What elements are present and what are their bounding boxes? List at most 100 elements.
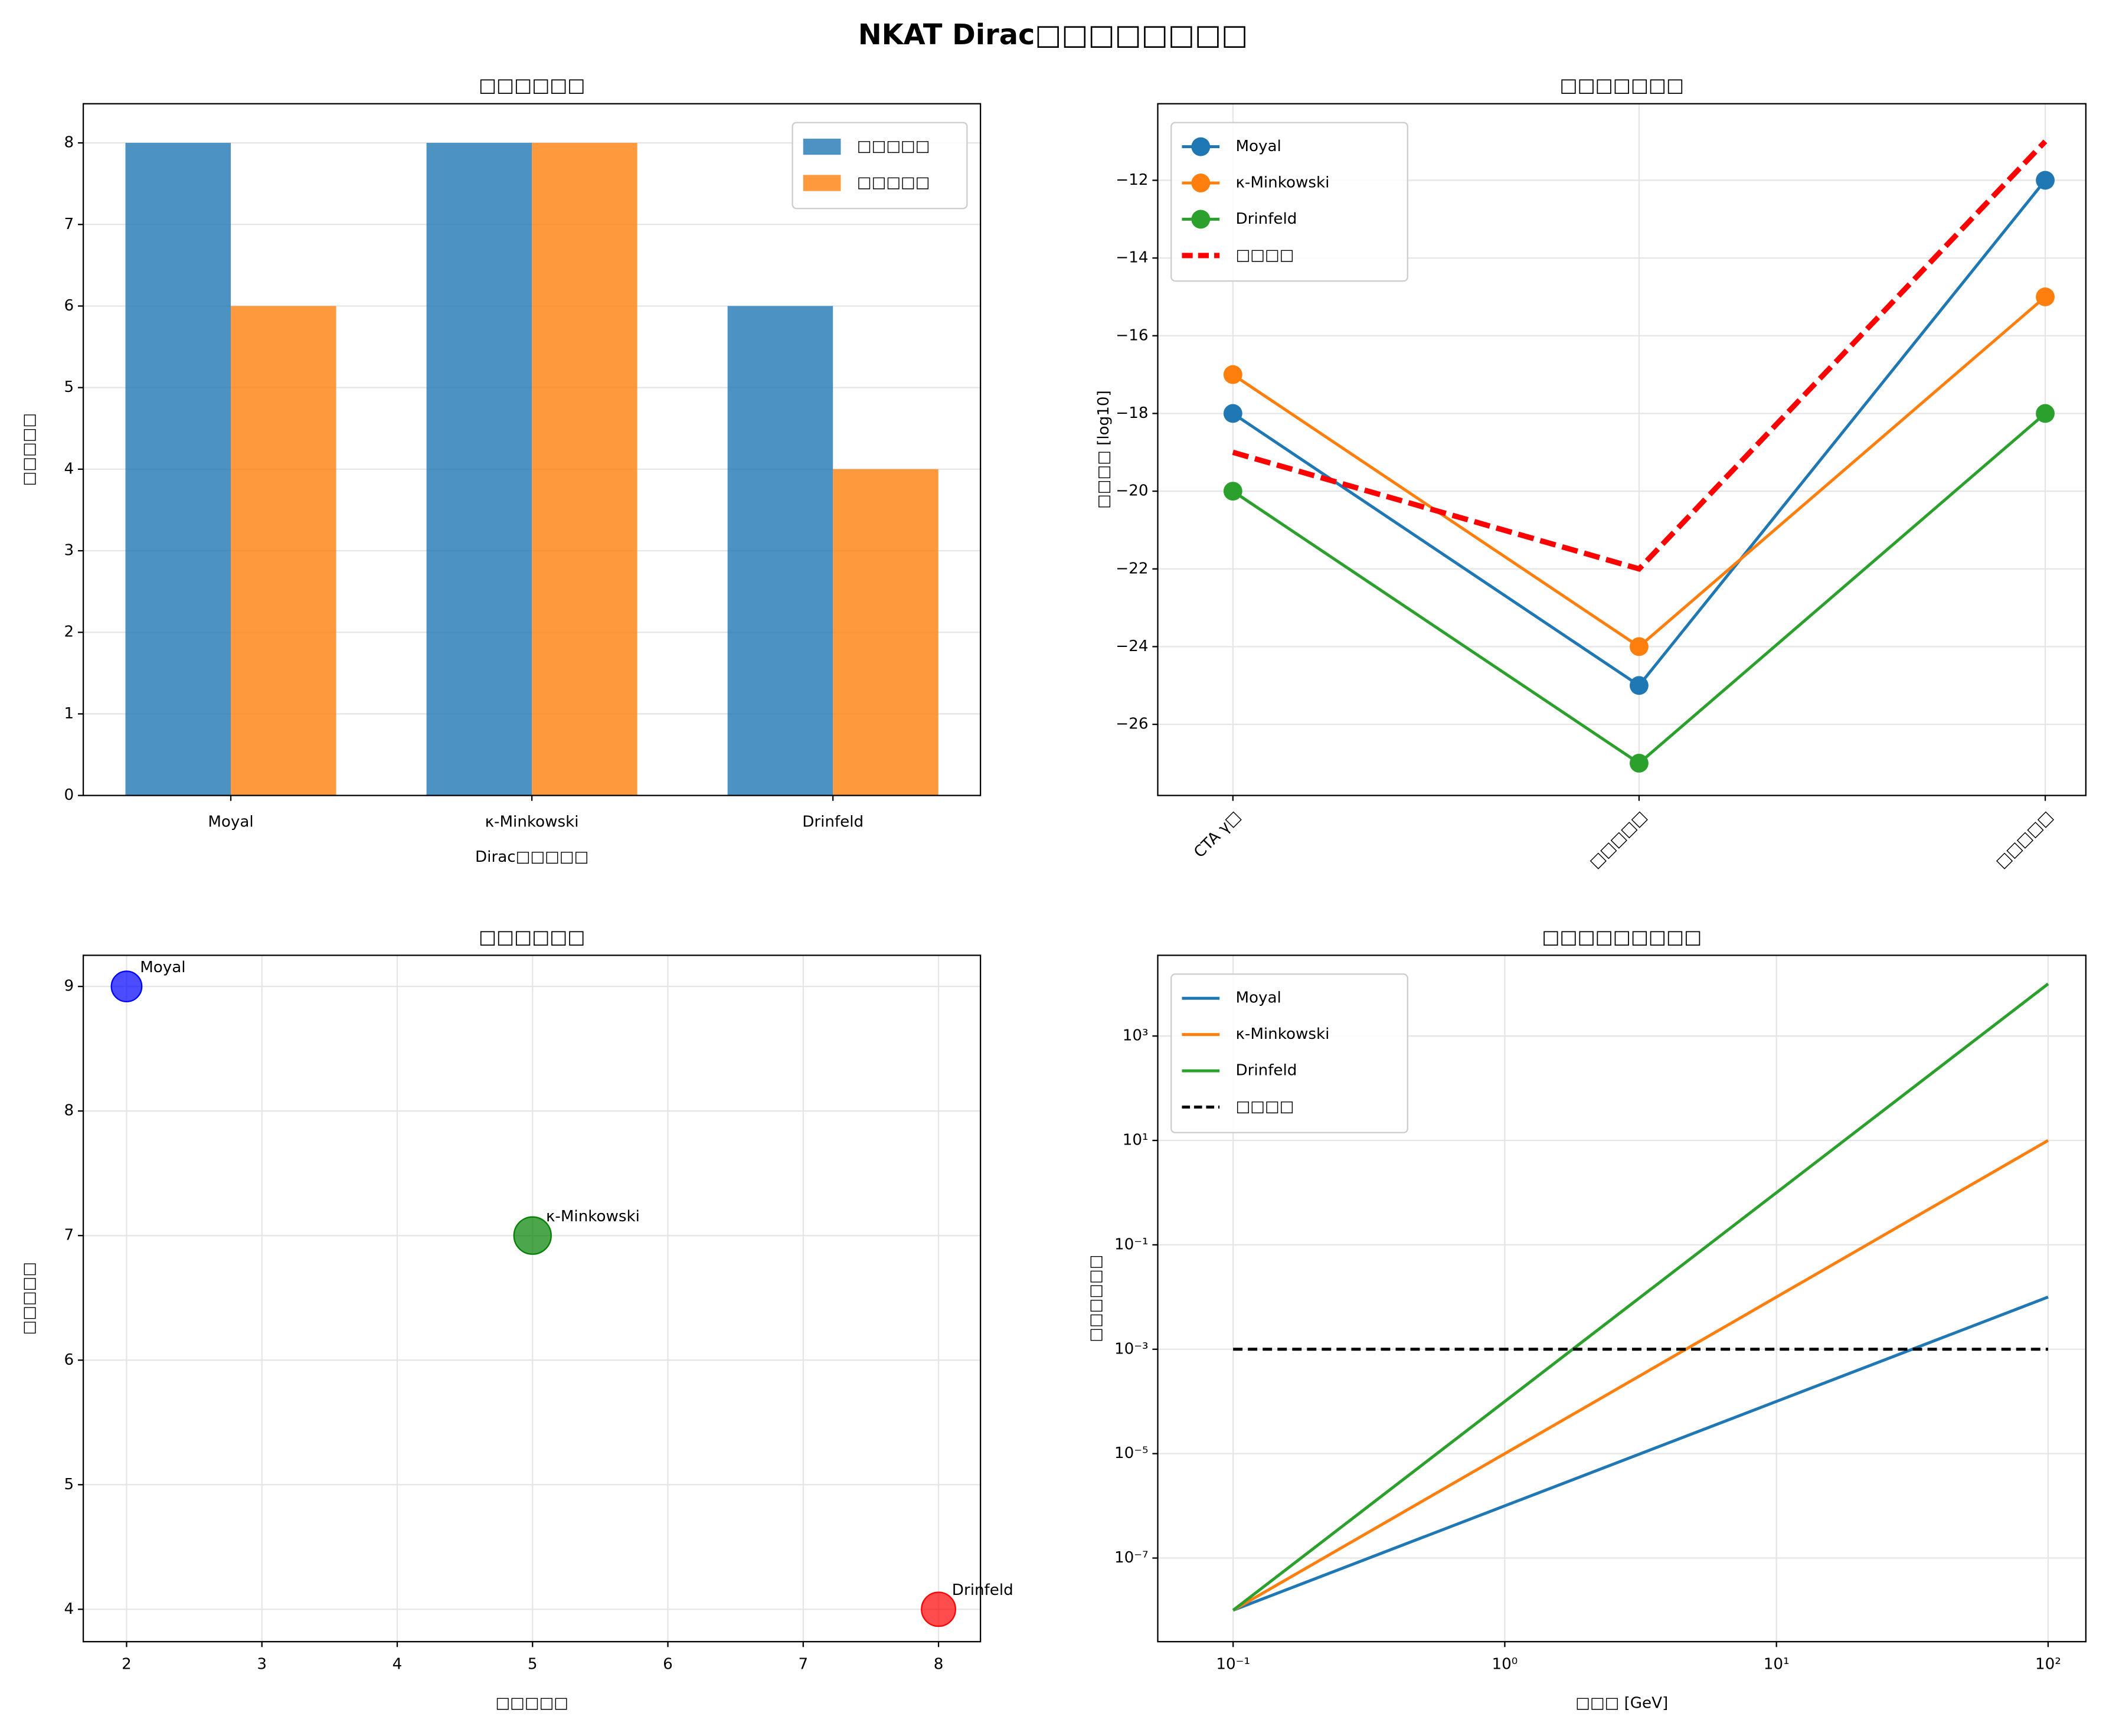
point-label: Moyal: [140, 959, 185, 976]
y-tick-label: 10⁻³: [1114, 1340, 1149, 1358]
x-tick-label: 3: [257, 1655, 267, 1673]
y-tick-label: 2: [64, 623, 74, 641]
y-tick-label: 1: [64, 705, 74, 722]
x-axis-label: □□□□□: [495, 1694, 568, 1712]
x-tick-label: 8: [934, 1655, 944, 1673]
axes-frame: [1157, 103, 2087, 796]
y-tick-label: 5: [64, 378, 74, 396]
marker: [2036, 404, 2055, 423]
y-tick-label: 10³: [1123, 1027, 1149, 1045]
legend-box: [1170, 973, 1408, 1133]
y-tick-label: 9: [64, 977, 74, 995]
point-label: κ-Minkowski: [546, 1208, 640, 1225]
legend-label: Moyal: [1235, 138, 1281, 155]
legend-label: κ-Minkowski: [1235, 174, 1329, 191]
legend-swatch: [803, 138, 841, 155]
axes-frame: [82, 954, 982, 1643]
marker: [1223, 365, 1242, 384]
line: [1232, 1139, 2049, 1612]
y-tick-label: 8: [64, 134, 74, 152]
legend-label: □□□□□: [857, 138, 930, 155]
legend-label: Drinfeld: [1235, 210, 1297, 228]
x-tick-label: 10²: [2035, 1655, 2061, 1673]
y-tick-label: 5: [64, 1476, 74, 1493]
y-tick-label: 6: [64, 1351, 74, 1369]
y-tick-label: −18: [1116, 404, 1148, 422]
legend-box: [1170, 122, 1408, 282]
y-tick-label: 8: [64, 1102, 74, 1120]
axes-frame: [82, 103, 982, 796]
x-tick-label: 4: [393, 1655, 403, 1673]
legend-label: □□□□: [1235, 1098, 1294, 1116]
line: [1232, 1296, 2049, 1612]
y-tick-label: −14: [1116, 249, 1148, 267]
legend-label: □□□□: [1235, 246, 1294, 264]
y-tick-label: 10⁻⁵: [1114, 1444, 1149, 1462]
y-tick-label: 7: [64, 1227, 74, 1244]
bar: [426, 143, 532, 796]
legend-marker: [1191, 137, 1211, 156]
bar: [231, 306, 336, 796]
axes-frame: [1157, 954, 2087, 1643]
point: [110, 970, 143, 1003]
y-tick-label: 10¹: [1123, 1132, 1149, 1149]
x-tick-label: 10¹: [1764, 1655, 1790, 1673]
y-tick-label: −20: [1116, 482, 1148, 500]
legend-label: κ-Minkowski: [1235, 1025, 1329, 1043]
bar: [532, 143, 637, 796]
x-tick-label: Drinfeld: [802, 813, 864, 831]
y-tick-label: 3: [64, 542, 74, 560]
line: [1232, 982, 2049, 1611]
marker: [1629, 754, 1649, 773]
legend-label: Moyal: [1235, 989, 1281, 1007]
x-tick-label: 10⁻¹: [1216, 1655, 1250, 1673]
point-label: Drinfeld: [952, 1581, 1013, 1599]
x-tick-label: 6: [663, 1655, 673, 1673]
y-axis-label: □□□□□□: [1087, 1255, 1104, 1342]
y-axis-label: □□□□□: [21, 413, 38, 486]
axes-title: □□□□□□□: [1559, 74, 1684, 96]
x-tick-label: 10⁰: [1492, 1655, 1518, 1673]
line: [1232, 139, 2048, 572]
y-tick-label: 7: [64, 215, 74, 233]
y-tick-label: 10⁻¹: [1114, 1235, 1149, 1253]
marker: [1223, 482, 1242, 501]
legend-label: Drinfeld: [1235, 1062, 1297, 1080]
axes-title: □□□□□□□□□: [1542, 926, 1702, 948]
marker: [2036, 171, 2055, 190]
y-tick-label: −16: [1116, 326, 1148, 344]
x-tick-label: 5: [528, 1655, 538, 1673]
y-tick-label: 4: [64, 1600, 74, 1618]
x-axis-label: Dirac□□□□□: [475, 848, 588, 866]
y-tick-label: −26: [1116, 715, 1148, 733]
marker: [2036, 287, 2055, 306]
x-tick-label: 7: [798, 1655, 808, 1673]
y-tick-label: 10⁻⁷: [1114, 1549, 1149, 1567]
bar: [833, 469, 938, 796]
legend-box: [792, 122, 968, 210]
y-tick-label: −22: [1116, 560, 1148, 577]
marker: [1223, 404, 1242, 423]
marker: [1629, 637, 1649, 656]
legend-label: □□□□□: [857, 174, 930, 191]
figure-title: NKAT Dirac□□□□□□□□: [858, 19, 1248, 51]
x-tick-label: κ-Minkowski: [485, 813, 579, 831]
point: [921, 1591, 956, 1627]
y-axis-label: □□□□□: [21, 1262, 38, 1335]
axes-title: □□□□□□: [479, 926, 586, 948]
legend-swatch: [803, 175, 841, 191]
marker: [1629, 676, 1649, 695]
y-tick-label: −12: [1116, 171, 1148, 189]
x-tick-label: Moyal: [208, 813, 253, 831]
axes-title: □□□□□□: [479, 74, 586, 96]
bar: [727, 306, 833, 796]
y-axis-label: □□□□ [log10]: [1095, 390, 1113, 509]
legend-marker: [1191, 174, 1211, 192]
y-tick-label: 4: [64, 460, 74, 478]
x-axis-label: □□□ [GeV]: [1575, 1694, 1668, 1712]
y-tick-label: 6: [64, 297, 74, 315]
y-tick-label: −24: [1116, 637, 1148, 655]
